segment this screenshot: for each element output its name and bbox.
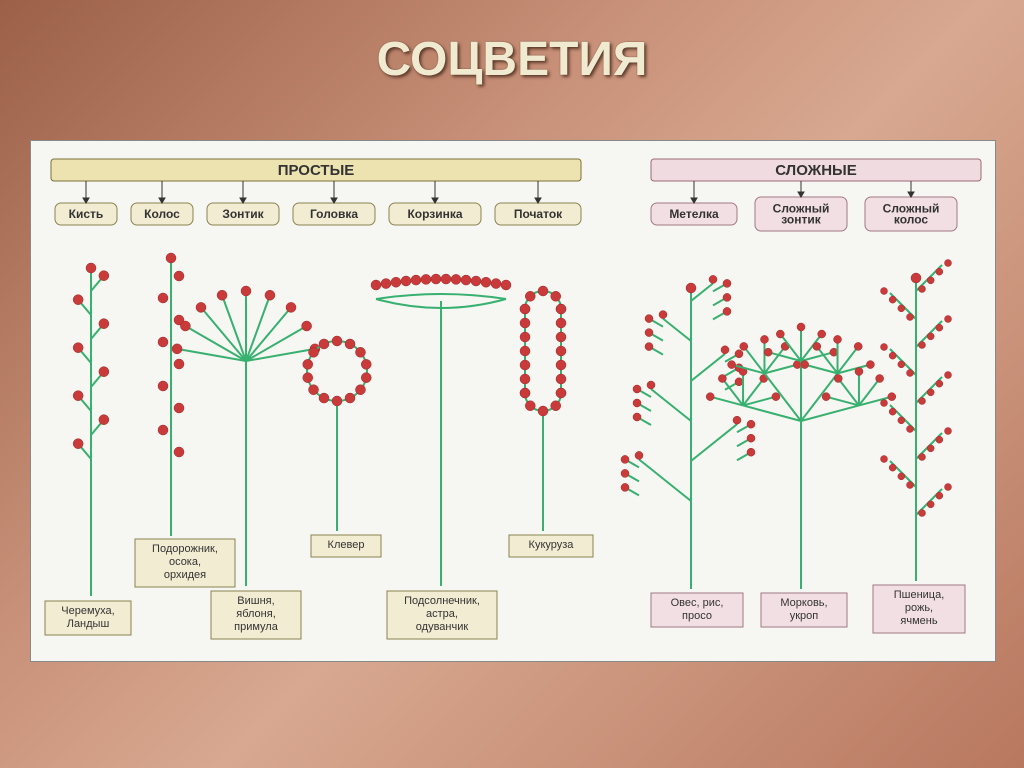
type-label: Головка <box>310 207 358 221</box>
example-label: примула <box>234 621 279 633</box>
type-label: Корзинка <box>407 207 462 221</box>
category-label: ПРОСТЫЕ <box>278 162 355 179</box>
type-label: Кисть <box>69 207 104 221</box>
example-label: Подорожник, <box>152 543 218 555</box>
type-label: Зонтик <box>222 207 264 221</box>
title-text: СОЦВЕТИЯ <box>377 33 648 86</box>
example-label: укроп <box>790 610 819 622</box>
inflorescence-diagram: ПРОСТЫЕ СЛОЖНЫЕ Кисть Колос Зонтик Головка Кор… <box>30 140 996 662</box>
example-label: Кукуруза <box>529 539 575 551</box>
example-label: орхидея <box>164 569 206 581</box>
example-label: Клевер <box>328 539 365 551</box>
example-label: астра, <box>426 608 458 620</box>
example-label: ячмень <box>900 615 937 627</box>
example-label: Вишня, <box>237 595 274 607</box>
type-label: Колос <box>144 207 180 221</box>
example-label: Овес, рис, <box>671 597 724 609</box>
example-label: рожь, <box>905 602 933 614</box>
diagram-svg: ПРОСТЫЕ СЛОЖНЫЕ Кисть Колос Зонтик Головка Кор… <box>31 141 995 661</box>
example-label: Черемуха, <box>61 605 114 617</box>
example-label: Пшеница, <box>894 589 945 601</box>
example-label: яблоня, <box>236 608 276 620</box>
type-label: Початок <box>514 207 563 221</box>
example-label: одуванчик <box>416 621 469 633</box>
example-label: Ландыш <box>67 618 110 630</box>
example-label: Морковь, <box>780 597 827 609</box>
example-label: Подсолнечник, <box>404 595 480 607</box>
category-label: СЛОЖНЫЕ <box>775 162 857 179</box>
example-label: просо <box>682 610 712 622</box>
page-title: СОЦВЕТИЯ <box>0 32 1024 87</box>
type-label: колос <box>894 213 929 227</box>
example-label: осока, <box>169 556 201 568</box>
type-label: зонтик <box>781 213 821 227</box>
type-label: Метелка <box>669 207 719 221</box>
